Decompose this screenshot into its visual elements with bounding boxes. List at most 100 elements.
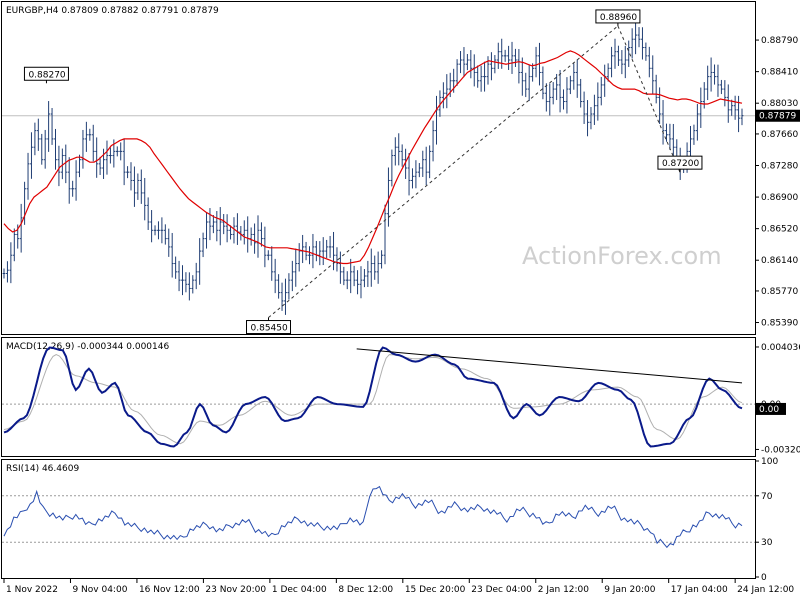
price-layer: 0.88790 0.88410 0.88030 0.87660 0.87280 0.869… [2, 9, 800, 335]
price-bar [139, 169, 143, 204]
price-bar [524, 72, 528, 98]
price-ytick-label: 0.88410 [761, 68, 798, 78]
price-bar [345, 271, 349, 290]
price-ytick-label: 0.85770 [761, 287, 798, 297]
price-bar [589, 107, 593, 130]
x-tick-label: 8 Dec 12:00 [338, 585, 393, 595]
price-bar [146, 197, 150, 230]
x-tick-label: 2 Jan 12:00 [538, 585, 590, 595]
price-bar [455, 59, 459, 86]
price-bar [359, 266, 363, 299]
price-bar [404, 148, 408, 179]
price-bar [737, 95, 740, 133]
axis-layer: 1 Nov 2022 9 Nov 04:00 16 Nov 12:00 23 Nov … [3, 579, 794, 595]
price-bar [548, 83, 552, 116]
x-tick-label: 1 Dec 04:00 [272, 585, 327, 595]
price-bar [266, 250, 270, 261]
price-bar [716, 64, 720, 97]
price-bar [126, 166, 129, 179]
price-ytick-label: 0.87660 [761, 130, 798, 140]
price-bar [33, 122, 37, 156]
price-bar [328, 235, 332, 258]
x-tick-label: 9 Jan 20:00 [604, 585, 656, 595]
price-bar [187, 272, 191, 301]
annotation-label: 0.85450 [251, 324, 288, 334]
price-bar [129, 162, 133, 191]
price-bar [174, 256, 178, 279]
price-bar [534, 46, 538, 78]
price-bar [431, 120, 435, 162]
macd-trend-line [356, 348, 743, 384]
price-bar [572, 63, 576, 90]
price-bar [205, 212, 208, 249]
macd-current-tag [756, 402, 786, 415]
x-tick-label: 17 Jan 04:00 [671, 585, 728, 595]
price-bar [167, 228, 171, 257]
price-bar [153, 225, 157, 236]
current-price-tag [756, 109, 800, 122]
price-bar [647, 46, 651, 78]
price-bar [496, 42, 500, 69]
price-bar [170, 232, 174, 278]
price-bar [476, 65, 480, 88]
rsi-ytick-label: 70 [761, 492, 773, 502]
rsi-label: RSI(14) 46.4609 [6, 464, 79, 474]
price-bar [321, 237, 325, 266]
price-bar [335, 247, 339, 272]
price-bar [514, 48, 517, 67]
price-bar [356, 270, 359, 295]
price-bar [445, 74, 449, 109]
price-bar [160, 217, 164, 244]
price-bar [122, 138, 126, 186]
rsi-ytick-label: 100 [761, 457, 778, 467]
price-bar [19, 203, 23, 253]
price-bar [407, 153, 411, 196]
price-bar [98, 156, 102, 175]
price-bar [177, 260, 181, 292]
price-bar [411, 168, 414, 189]
price-bar [668, 123, 672, 150]
price-bar [54, 128, 57, 170]
price-bar [218, 207, 222, 246]
moving-average-line [3, 50, 743, 265]
x-tick-label: 23 Dec 04:00 [471, 585, 532, 595]
price-bar [198, 238, 202, 285]
price-bar [36, 118, 40, 151]
symbol-header: EURGBP,H4 0.87809 0.87882 0.87791 0.8787… [6, 6, 219, 16]
watermark: ActionForex.com [522, 242, 722, 270]
price-bar [692, 124, 696, 145]
price-bar [74, 160, 78, 201]
price-bar [12, 228, 16, 262]
price-bar [709, 57, 713, 92]
price-bar [428, 145, 432, 179]
price-bar [352, 265, 356, 287]
x-tick-label: 15 Dec 20:00 [405, 585, 466, 595]
price-bar [596, 82, 600, 121]
macd-label: MACD(12,26,9) -0.000344 0.000146 [6, 342, 169, 352]
price-bar [397, 133, 401, 166]
price-bar [40, 133, 44, 165]
price-bar [644, 42, 648, 61]
price-bar [277, 274, 281, 299]
price-bar [424, 146, 428, 186]
price-bar [527, 64, 531, 102]
price-bar [599, 76, 603, 106]
price-bar [133, 166, 136, 207]
price-bar [349, 258, 353, 294]
price-bar [297, 243, 301, 272]
annotation-box [246, 320, 292, 335]
price-bar [181, 265, 184, 296]
price-bar [417, 163, 421, 178]
price-bar [325, 239, 329, 259]
price-bar [555, 73, 559, 101]
price-bar [366, 260, 370, 287]
price-bar [634, 20, 637, 55]
macd-current-label: 0.00 [759, 405, 779, 415]
rsi-panel-frame [1, 459, 756, 579]
price-bar [706, 65, 710, 101]
price-bar [733, 95, 737, 120]
price-bar [723, 80, 727, 107]
macd-layer: 0.0040360.00-0.0032070.00 [2, 343, 800, 455]
